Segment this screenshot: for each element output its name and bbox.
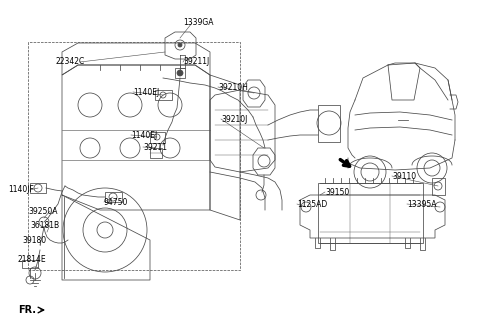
- Text: 1125AD: 1125AD: [297, 200, 327, 209]
- Text: 39210J: 39210J: [221, 115, 247, 124]
- Text: 22342C: 22342C: [55, 57, 84, 66]
- Text: 39150: 39150: [325, 188, 349, 197]
- Text: 39210H: 39210H: [218, 83, 248, 92]
- Text: 39211J: 39211J: [183, 57, 209, 66]
- Text: 94750: 94750: [104, 198, 128, 207]
- Text: 21814E: 21814E: [18, 255, 47, 264]
- Text: 1140EJ: 1140EJ: [133, 88, 159, 97]
- Text: 13395A: 13395A: [407, 200, 436, 209]
- Text: 1140JF: 1140JF: [8, 185, 34, 194]
- Circle shape: [178, 43, 182, 47]
- Text: 1140EJ: 1140EJ: [131, 131, 157, 140]
- Text: 1339GA: 1339GA: [183, 18, 214, 27]
- Text: 36181B: 36181B: [30, 221, 59, 230]
- Text: 39110: 39110: [392, 172, 416, 181]
- Text: 39211: 39211: [143, 143, 167, 152]
- Text: 39180: 39180: [22, 236, 46, 245]
- Bar: [318, 183, 423, 243]
- Text: 39250A: 39250A: [28, 207, 58, 216]
- Text: FR.: FR.: [18, 305, 36, 315]
- Circle shape: [177, 70, 183, 76]
